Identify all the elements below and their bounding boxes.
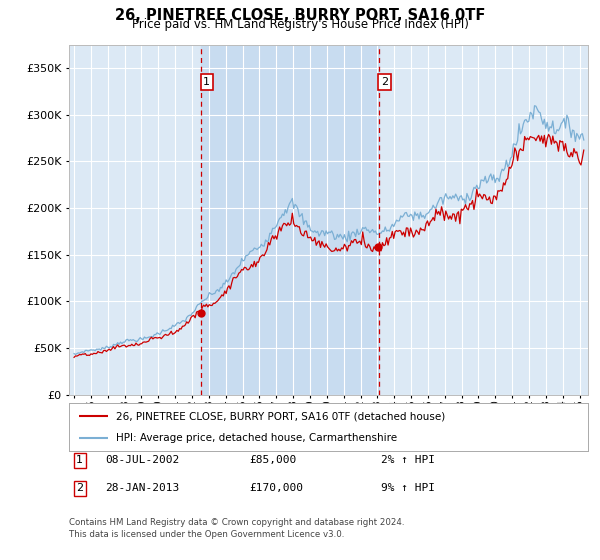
Text: 26, PINETREE CLOSE, BURRY PORT, SA16 0TF: 26, PINETREE CLOSE, BURRY PORT, SA16 0TF bbox=[115, 8, 485, 24]
Text: 26, PINETREE CLOSE, BURRY PORT, SA16 0TF (detached house): 26, PINETREE CLOSE, BURRY PORT, SA16 0TF… bbox=[116, 411, 445, 421]
Text: HPI: Average price, detached house, Carmarthenshire: HPI: Average price, detached house, Carm… bbox=[116, 433, 397, 443]
Text: 2: 2 bbox=[381, 77, 388, 87]
Text: Contains HM Land Registry data © Crown copyright and database right 2024.
This d: Contains HM Land Registry data © Crown c… bbox=[69, 518, 404, 539]
Text: £85,000: £85,000 bbox=[249, 455, 296, 465]
Text: 2% ↑ HPI: 2% ↑ HPI bbox=[381, 455, 435, 465]
Text: Price paid vs. HM Land Registry's House Price Index (HPI): Price paid vs. HM Land Registry's House … bbox=[131, 18, 469, 31]
Bar bbox=[201, 45, 379, 395]
Text: 9% ↑ HPI: 9% ↑ HPI bbox=[381, 483, 435, 493]
Text: £170,000: £170,000 bbox=[249, 483, 303, 493]
Text: 28-JAN-2013: 28-JAN-2013 bbox=[105, 483, 179, 493]
Text: 1: 1 bbox=[203, 77, 210, 87]
Text: 08-JUL-2002: 08-JUL-2002 bbox=[105, 455, 179, 465]
Text: 1: 1 bbox=[76, 455, 83, 465]
Text: 2: 2 bbox=[76, 483, 83, 493]
